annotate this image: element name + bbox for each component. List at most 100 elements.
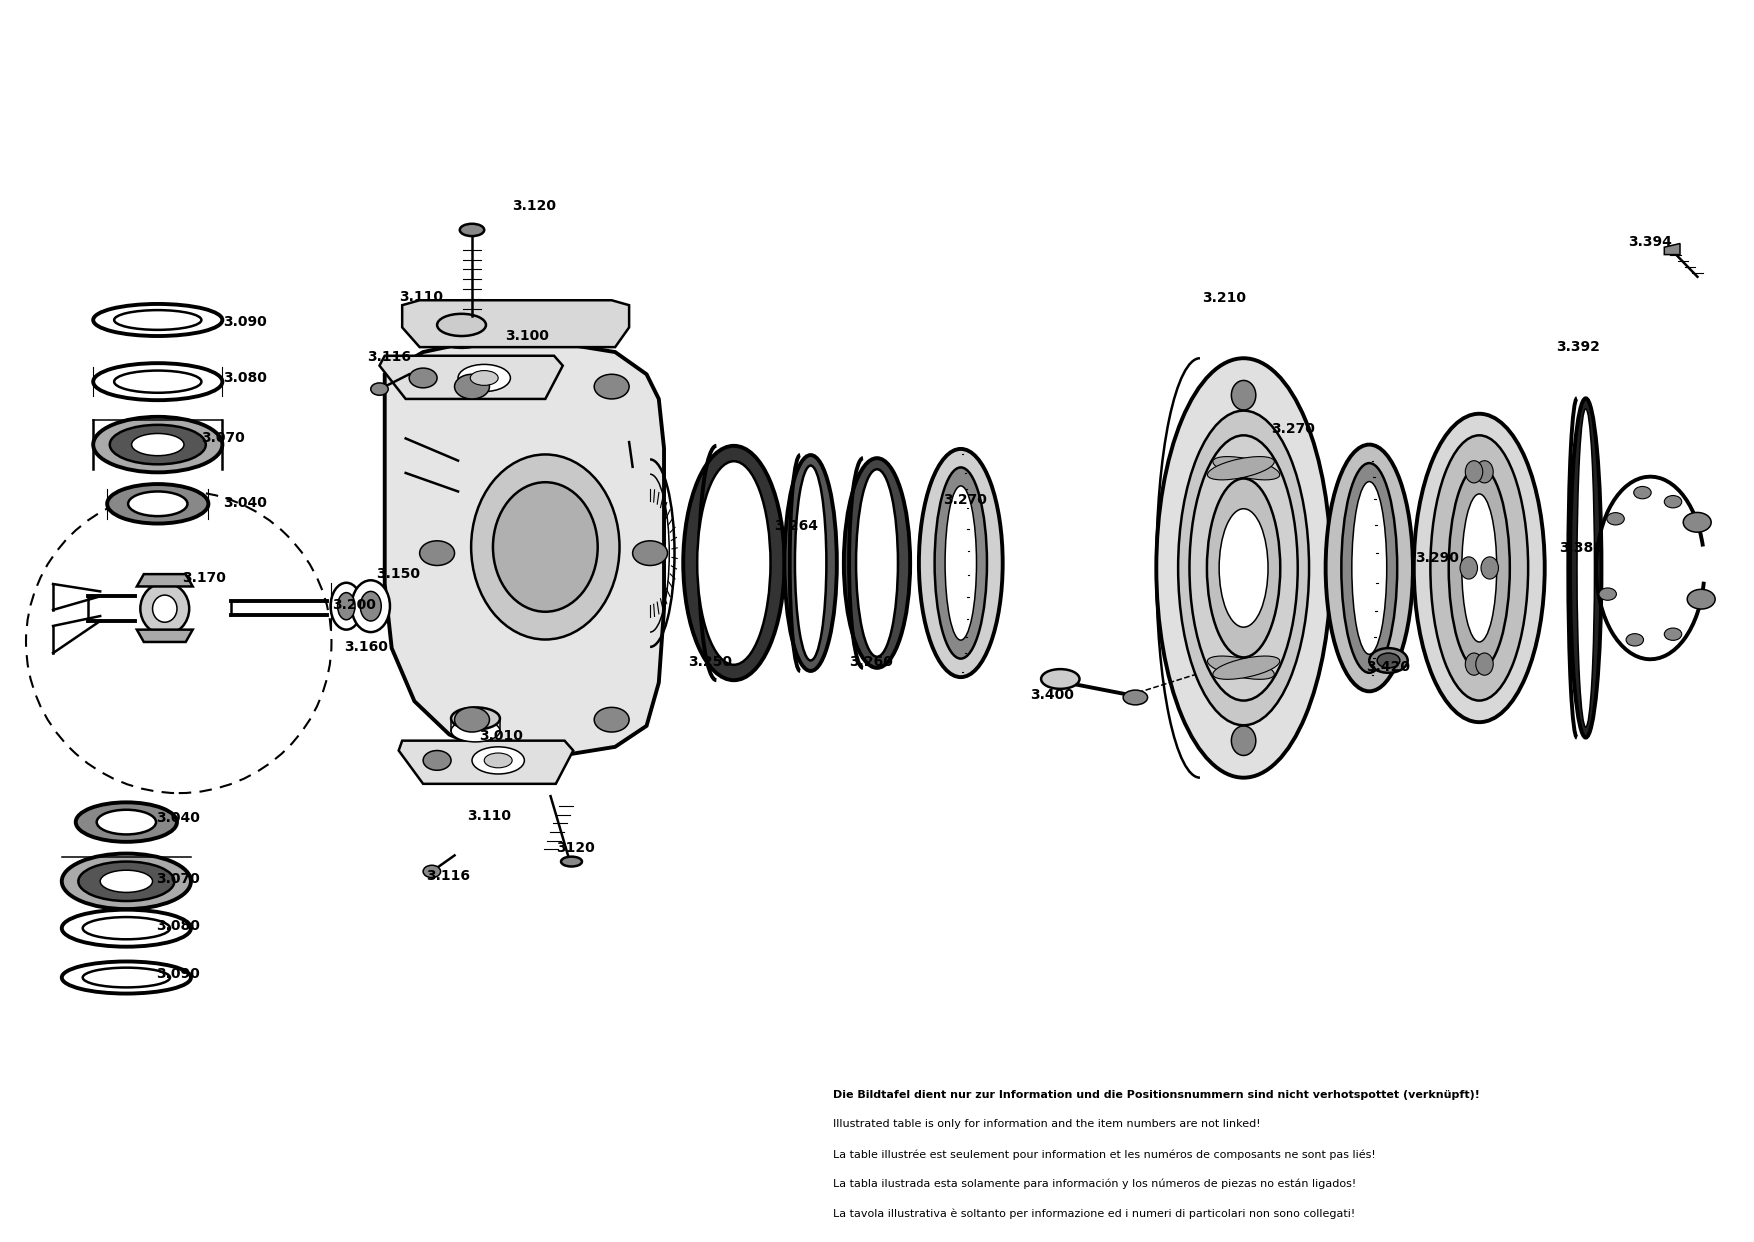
Ellipse shape	[919, 448, 1003, 677]
Ellipse shape	[1342, 463, 1398, 673]
Text: 3.110: 3.110	[398, 289, 442, 303]
Circle shape	[454, 374, 489, 399]
Text: 3.040: 3.040	[156, 811, 200, 826]
Ellipse shape	[1179, 411, 1308, 725]
Circle shape	[370, 383, 388, 395]
Ellipse shape	[1228, 609, 1273, 651]
Ellipse shape	[437, 314, 486, 337]
Ellipse shape	[337, 592, 354, 620]
Ellipse shape	[1156, 358, 1331, 777]
Ellipse shape	[140, 582, 189, 635]
Ellipse shape	[96, 810, 156, 835]
Text: 3.264: 3.264	[774, 519, 817, 533]
Text: 3.080: 3.080	[223, 371, 267, 385]
Ellipse shape	[935, 467, 988, 658]
Text: 3.170: 3.170	[182, 571, 226, 585]
Ellipse shape	[1214, 609, 1259, 651]
Ellipse shape	[93, 363, 223, 400]
Circle shape	[595, 374, 630, 399]
Ellipse shape	[1242, 676, 1266, 705]
Ellipse shape	[1212, 656, 1280, 679]
Text: 3.070: 3.070	[202, 431, 246, 446]
Text: 3.090: 3.090	[223, 314, 267, 329]
Circle shape	[1665, 628, 1682, 641]
Ellipse shape	[1242, 431, 1266, 461]
Ellipse shape	[93, 304, 223, 337]
Ellipse shape	[82, 968, 170, 987]
Text: 3.090: 3.090	[156, 966, 200, 981]
Text: 3.250: 3.250	[689, 655, 733, 668]
Text: 3.150: 3.150	[375, 568, 419, 581]
Ellipse shape	[114, 310, 202, 330]
Ellipse shape	[1377, 653, 1400, 668]
Polygon shape	[379, 355, 563, 399]
Circle shape	[454, 708, 489, 732]
Circle shape	[423, 866, 440, 878]
Ellipse shape	[1414, 414, 1545, 722]
Text: 3.270: 3.270	[1272, 421, 1316, 436]
Text: 3.270: 3.270	[944, 493, 988, 507]
Text: 3.110: 3.110	[467, 809, 510, 823]
Ellipse shape	[472, 746, 524, 774]
Ellipse shape	[132, 433, 184, 456]
Circle shape	[633, 540, 668, 565]
Ellipse shape	[696, 461, 770, 664]
Ellipse shape	[1207, 478, 1280, 657]
Ellipse shape	[437, 327, 486, 348]
Ellipse shape	[1465, 461, 1482, 483]
Ellipse shape	[1214, 486, 1259, 527]
Ellipse shape	[1217, 553, 1242, 582]
Text: 3.290: 3.290	[1415, 551, 1459, 565]
Ellipse shape	[1475, 653, 1493, 676]
Ellipse shape	[100, 871, 153, 893]
Ellipse shape	[1207, 457, 1275, 479]
Ellipse shape	[75, 802, 177, 842]
Ellipse shape	[1326, 445, 1414, 692]
Ellipse shape	[484, 753, 512, 768]
Ellipse shape	[1245, 553, 1270, 582]
Ellipse shape	[61, 961, 191, 994]
Text: Illustrated table is only for information and the item numbers are not linked!: Illustrated table is only for informatio…	[833, 1119, 1261, 1129]
Ellipse shape	[93, 417, 223, 472]
Ellipse shape	[458, 364, 510, 391]
Ellipse shape	[1189, 436, 1298, 700]
Ellipse shape	[856, 469, 898, 657]
Ellipse shape	[472, 455, 619, 640]
Ellipse shape	[1577, 409, 1594, 727]
Circle shape	[423, 750, 451, 770]
Ellipse shape	[561, 857, 582, 867]
Polygon shape	[137, 574, 193, 586]
Ellipse shape	[1459, 556, 1477, 579]
Circle shape	[1665, 496, 1682, 508]
Ellipse shape	[1207, 656, 1275, 679]
Text: 3.116: 3.116	[426, 869, 470, 883]
Circle shape	[1626, 633, 1643, 646]
Ellipse shape	[844, 458, 910, 668]
Ellipse shape	[1231, 725, 1256, 755]
Ellipse shape	[82, 917, 170, 939]
Ellipse shape	[451, 708, 500, 729]
Ellipse shape	[1480, 556, 1498, 579]
Ellipse shape	[351, 580, 389, 632]
Polygon shape	[402, 301, 630, 347]
Text: La tavola illustrativa è soltanto per informazione ed i numeri di particolari no: La tavola illustrativa è soltanto per in…	[833, 1208, 1356, 1218]
Text: La tabla ilustrada esta solamente para información y los números de piezas no es: La tabla ilustrada esta solamente para i…	[833, 1179, 1356, 1189]
Ellipse shape	[1449, 466, 1510, 669]
Text: 3.420: 3.420	[1366, 660, 1410, 673]
Circle shape	[1687, 589, 1715, 609]
Ellipse shape	[128, 492, 188, 517]
Circle shape	[409, 368, 437, 388]
Circle shape	[595, 708, 630, 732]
Ellipse shape	[795, 466, 826, 661]
Circle shape	[419, 540, 454, 565]
Ellipse shape	[684, 446, 784, 681]
Text: 3.160: 3.160	[344, 640, 388, 653]
Text: 3.394: 3.394	[1628, 235, 1672, 250]
Polygon shape	[1665, 243, 1680, 255]
Text: 3.210: 3.210	[1201, 291, 1245, 304]
Ellipse shape	[470, 370, 498, 385]
Ellipse shape	[1221, 676, 1245, 705]
Ellipse shape	[1370, 648, 1408, 673]
Ellipse shape	[1212, 457, 1280, 479]
Text: 3.116: 3.116	[367, 350, 410, 364]
